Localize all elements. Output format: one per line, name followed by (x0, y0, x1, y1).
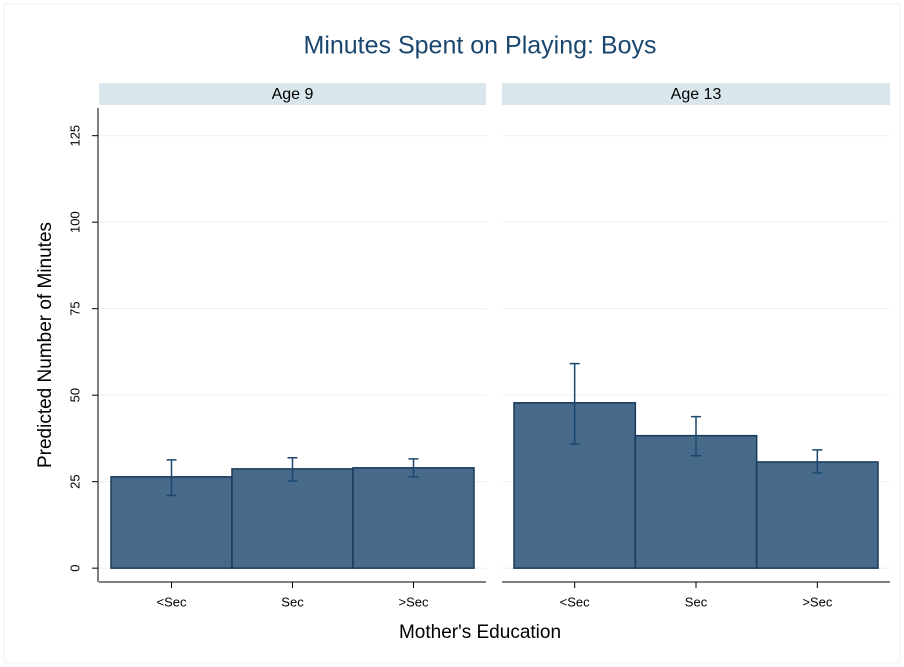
y-tick-label: 50 (67, 388, 82, 402)
error-bar (287, 457, 298, 482)
x-axis-label: Mother's Education (399, 622, 561, 643)
bar (634, 434, 758, 569)
x-tick-label: >Sec (802, 594, 832, 609)
x-tick-label: <Sec (560, 594, 590, 609)
error-bar (166, 459, 177, 497)
x-tick-label: <Sec (157, 594, 187, 609)
x-tick-label: Sec (685, 594, 708, 609)
bar (352, 467, 475, 569)
panel-title: Age 13 (671, 86, 722, 103)
panel-header (99, 83, 486, 105)
x-tick-label: >Sec (399, 594, 429, 609)
x-tick-label: Sec (281, 594, 304, 609)
y-tick-label: 100 (67, 211, 82, 233)
error-bar (812, 449, 823, 474)
panel-header (502, 83, 890, 105)
y-axis-label: Predicted Number of Minutes (35, 222, 56, 468)
error-bar (569, 362, 580, 445)
bar (231, 468, 354, 569)
chart-title: Minutes Spent on Playing: Boys (304, 32, 657, 60)
error-bar (408, 458, 419, 478)
error-bar (691, 415, 701, 457)
y-tick-label: 75 (67, 301, 82, 315)
y-tick-label: 0 (67, 565, 82, 572)
bar (755, 461, 879, 569)
panel-title: Age 9 (272, 86, 314, 103)
y-tick-label: 25 (67, 474, 82, 488)
y-tick-label: 125 (67, 125, 82, 147)
